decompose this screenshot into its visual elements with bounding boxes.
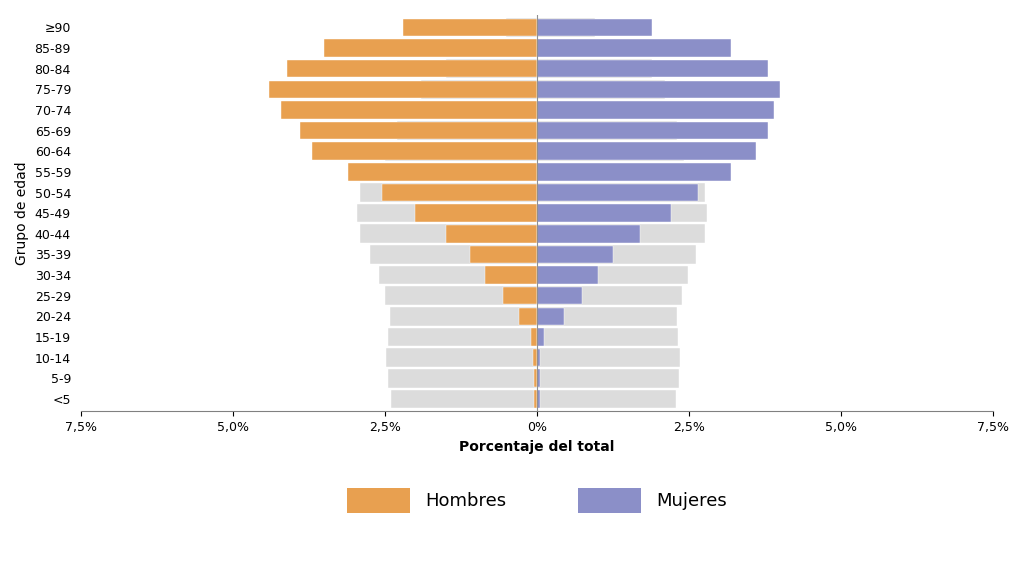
Bar bbox=[288, 60, 537, 77]
Bar bbox=[360, 183, 537, 202]
Bar bbox=[537, 122, 768, 139]
Bar bbox=[537, 225, 640, 242]
Bar bbox=[385, 286, 537, 305]
Bar bbox=[385, 142, 537, 161]
Bar bbox=[537, 39, 731, 57]
Bar bbox=[311, 142, 537, 160]
Bar bbox=[537, 101, 774, 119]
Bar bbox=[370, 245, 537, 264]
Bar bbox=[537, 122, 677, 140]
Bar bbox=[537, 225, 705, 243]
Bar bbox=[537, 18, 652, 36]
Bar bbox=[537, 184, 698, 201]
Bar bbox=[537, 142, 684, 161]
Y-axis label: Grupo de edad: Grupo de edad bbox=[15, 161, 29, 265]
Bar bbox=[300, 122, 537, 139]
Bar bbox=[479, 39, 537, 57]
Bar bbox=[537, 204, 671, 222]
Bar bbox=[397, 122, 537, 140]
Bar bbox=[379, 266, 537, 285]
Bar bbox=[388, 328, 537, 346]
Bar bbox=[282, 101, 537, 119]
Bar bbox=[537, 287, 583, 305]
Bar bbox=[537, 390, 540, 408]
Bar bbox=[537, 266, 688, 285]
Bar bbox=[537, 142, 756, 160]
Bar bbox=[403, 18, 537, 36]
Bar bbox=[537, 163, 731, 181]
Bar bbox=[537, 266, 598, 284]
Bar bbox=[537, 308, 564, 325]
X-axis label: Porcentaje del total: Porcentaje del total bbox=[459, 439, 614, 453]
Bar bbox=[537, 328, 544, 346]
Bar bbox=[537, 204, 708, 222]
Bar bbox=[534, 349, 537, 366]
Bar bbox=[386, 348, 537, 367]
Bar bbox=[360, 225, 537, 243]
Bar bbox=[504, 287, 537, 305]
Bar bbox=[324, 39, 537, 57]
Bar bbox=[537, 389, 676, 408]
Bar bbox=[537, 183, 705, 202]
Bar bbox=[537, 369, 540, 387]
Bar bbox=[534, 369, 537, 387]
Bar bbox=[410, 101, 537, 119]
Bar bbox=[391, 389, 537, 408]
Bar bbox=[537, 348, 680, 367]
Bar bbox=[537, 245, 612, 263]
Bar bbox=[537, 81, 780, 98]
Bar bbox=[388, 369, 537, 388]
Bar bbox=[537, 59, 652, 78]
Bar bbox=[390, 307, 537, 325]
Bar bbox=[537, 39, 622, 57]
Bar bbox=[348, 163, 537, 181]
Bar bbox=[373, 162, 537, 181]
Bar bbox=[507, 18, 537, 37]
Bar bbox=[537, 307, 677, 325]
Bar bbox=[537, 162, 693, 181]
Bar bbox=[534, 390, 537, 408]
Legend: Hombres, Mujeres: Hombres, Mujeres bbox=[347, 488, 726, 513]
Bar bbox=[445, 225, 537, 242]
Bar bbox=[537, 60, 768, 77]
Bar bbox=[518, 308, 537, 325]
Bar bbox=[537, 18, 595, 37]
Bar bbox=[537, 349, 541, 366]
Bar bbox=[415, 204, 537, 222]
Bar bbox=[537, 80, 665, 98]
Bar bbox=[382, 184, 537, 201]
Bar bbox=[485, 266, 537, 284]
Bar bbox=[537, 101, 670, 119]
Bar bbox=[269, 81, 537, 98]
Bar bbox=[445, 59, 537, 78]
Bar bbox=[537, 286, 682, 305]
Bar bbox=[357, 204, 537, 222]
Bar bbox=[530, 328, 537, 346]
Bar bbox=[470, 245, 537, 263]
Bar bbox=[537, 245, 696, 264]
Bar bbox=[537, 328, 678, 346]
Bar bbox=[537, 369, 679, 388]
Bar bbox=[421, 80, 537, 98]
